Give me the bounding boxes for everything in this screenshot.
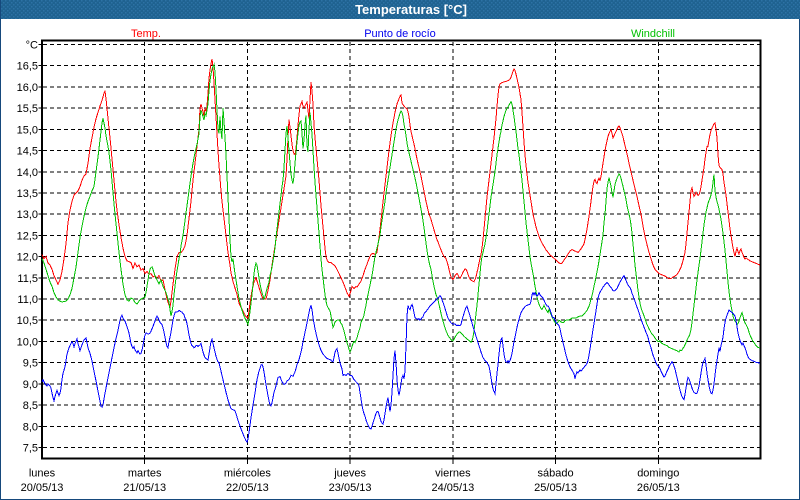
svg-text:25/05/13: 25/05/13 [534, 482, 577, 494]
svg-text:11,0: 11,0 [17, 294, 38, 306]
svg-text:sábado: sábado [538, 468, 574, 480]
svg-text:8,0: 8,0 [23, 421, 38, 433]
svg-text:26/05/13: 26/05/13 [637, 482, 680, 494]
svg-text:15,5: 15,5 [17, 103, 38, 115]
svg-text:Punto de rocío: Punto de rocío [364, 28, 436, 40]
svg-text:jueves: jueves [333, 468, 366, 480]
svg-text:9,5: 9,5 [23, 358, 38, 370]
svg-text:15,0: 15,0 [17, 124, 38, 136]
svg-text:12,5: 12,5 [17, 230, 38, 242]
svg-text:14,5: 14,5 [17, 146, 38, 158]
svg-text:10,0: 10,0 [17, 336, 38, 348]
svg-text:8,5: 8,5 [23, 400, 38, 412]
svg-text:22/05/13: 22/05/13 [226, 482, 269, 494]
svg-text:12,0: 12,0 [17, 252, 38, 264]
svg-text:lunes: lunes [29, 468, 56, 480]
svg-text:14,0: 14,0 [17, 167, 38, 179]
svg-text:16,5: 16,5 [17, 61, 38, 73]
svg-text:Temp.: Temp. [131, 28, 161, 40]
svg-text:13,0: 13,0 [17, 209, 38, 221]
svg-text:7,5: 7,5 [23, 442, 38, 454]
svg-text:20/05/13: 20/05/13 [21, 482, 64, 494]
svg-text:16,0: 16,0 [17, 82, 38, 94]
svg-text:23/05/13: 23/05/13 [329, 482, 372, 494]
svg-text:10,5: 10,5 [17, 315, 38, 327]
svg-text:24/05/13: 24/05/13 [431, 482, 474, 494]
svg-text:°C: °C [26, 40, 38, 52]
svg-text:13,5: 13,5 [17, 188, 38, 200]
svg-text:martes: martes [128, 468, 162, 480]
svg-text:21/05/13: 21/05/13 [123, 482, 166, 494]
svg-text:Windchill: Windchill [631, 28, 675, 40]
svg-text:9,0: 9,0 [23, 379, 38, 391]
svg-text:miércoles: miércoles [224, 468, 272, 480]
svg-text:11,5: 11,5 [17, 273, 38, 285]
svg-text:viernes: viernes [435, 468, 471, 480]
svg-text:domingo: domingo [637, 468, 679, 480]
